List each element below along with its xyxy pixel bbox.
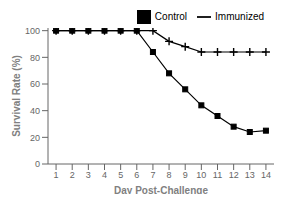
svg-text:1: 1 [54,170,59,180]
svg-text:Day Post-Challenge: Day Post-Challenge [114,185,208,194]
svg-text:2: 2 [70,170,75,180]
svg-text:20: 20 [30,133,40,143]
svg-text:3: 3 [86,170,91,180]
svg-text:5: 5 [118,170,123,180]
svg-text:60: 60 [30,79,40,89]
svg-text:11: 11 [213,170,222,180]
svg-text:40: 40 [30,106,40,116]
html-text:Control: Control [154,10,188,22]
svg-text:8: 8 [167,170,172,180]
svg-text:0: 0 [35,159,40,169]
html-text:Immunized: Immunized [215,10,264,22]
svg-text:Survival Rate (%): Survival Rate (%) [11,55,22,137]
svg-text:10: 10 [196,170,206,180]
svg-text:9: 9 [183,170,188,180]
svg-text:7: 7 [150,170,155,180]
svg-text:12: 12 [229,170,239,180]
svg-text:80: 80 [30,53,40,63]
svg-text:14: 14 [261,170,271,180]
svg-text:6: 6 [134,170,139,180]
svg-text:4: 4 [102,170,107,180]
svg-text:13: 13 [245,170,255,180]
svg-text:100: 100 [25,26,40,36]
